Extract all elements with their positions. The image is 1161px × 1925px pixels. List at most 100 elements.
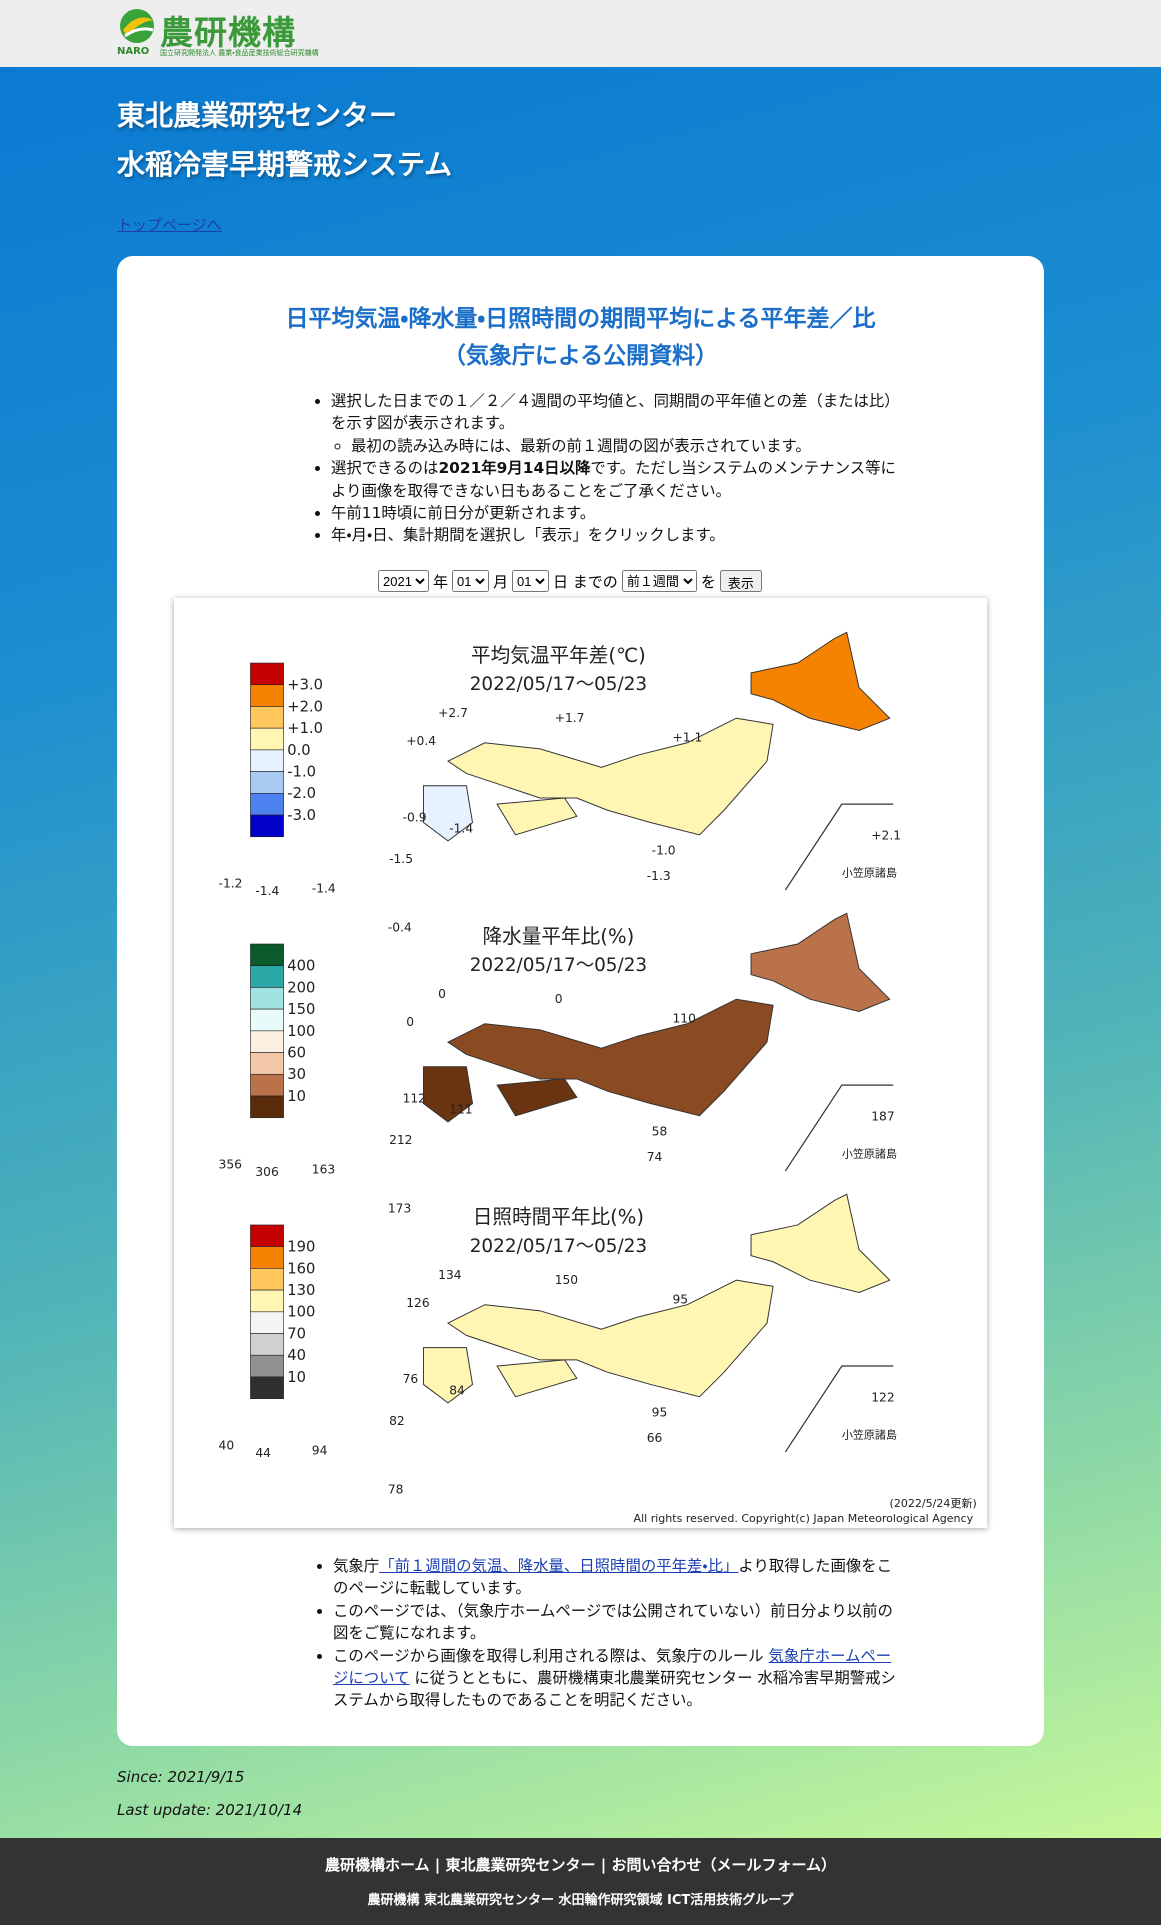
- map-value-label: +0.4: [406, 734, 436, 748]
- jma-link[interactable]: 「前１週間の気温、降水量、日照時間の平年差・比」: [379, 1557, 739, 1575]
- date-form: 2021 年 01 月 01 日 までの 前１週間 を 表示: [378, 570, 762, 592]
- map-value-label: 94: [312, 1443, 328, 1457]
- map-value-label: -1.4: [449, 821, 473, 835]
- card-title: （気象庁による公開資料）: [442, 343, 719, 369]
- map-value-label: +2.1: [871, 829, 901, 843]
- map-value-label: +2.7: [438, 706, 468, 720]
- legend-swatch: [250, 1289, 284, 1313]
- legend-label: 10: [287, 1088, 306, 1105]
- legend-swatch: [250, 749, 284, 772]
- legend-swatch: [250, 1052, 284, 1075]
- map-value-label: 58: [652, 1124, 668, 1138]
- text: 気象庁: [333, 1557, 380, 1575]
- legend-swatch: [250, 1073, 284, 1097]
- map-value-label: 74: [647, 1150, 663, 1164]
- legend-swatch: [250, 1030, 284, 1053]
- jma-link[interactable]: 気象庁ホームページについて: [333, 1646, 892, 1688]
- panel-title: 平均気温平年差(℃): [471, 644, 646, 667]
- footer-org: 農研機構 東北農業研究センター 水田輪作研究領域 ICT活用技術グループ: [367, 1893, 794, 1908]
- month-select[interactable]: 01: [452, 570, 490, 592]
- map-value-label: 40: [219, 1438, 235, 1452]
- map-figure: 平均気温平年差(℃) 2022/05/17～05/23 +3.0 +2.0 +1.0 0.…: [219, 631, 977, 1525]
- map-value-label: 66: [647, 1431, 663, 1445]
- legend-label: 190: [287, 1239, 315, 1256]
- map-value-label: 150: [555, 1273, 578, 1287]
- legend-label: 70: [287, 1325, 306, 1342]
- top-link[interactable]: トップページへ: [117, 216, 222, 234]
- map-value-label: 306: [255, 1165, 279, 1179]
- period-select[interactable]: 前１週間: [621, 570, 697, 592]
- bold-text: 2021年9月14日以降: [438, 459, 591, 478]
- legend-label: 150: [287, 1001, 315, 1018]
- separator: |: [434, 1856, 441, 1874]
- map-value-label: +1.7: [555, 711, 585, 725]
- logo-sub: 国立研究開発法人 農業・食品産業技術総合研究機構: [160, 49, 319, 57]
- day-select[interactable]: 01: [512, 570, 550, 592]
- text: です。ただし当システムのメンテナンス等により画像を取得できない日もあることをご了…: [331, 459, 896, 500]
- separator: |: [600, 1856, 607, 1874]
- intro-item: 選択した日までの１／２／４週間の平均値と、同期間の平年値との差（または比）を示す…: [331, 390, 896, 457]
- map-value-label: 76: [403, 1372, 419, 1386]
- legend-label: 10: [287, 1369, 306, 1386]
- legend-label: +1.0: [287, 720, 323, 737]
- year-select[interactable]: 2021: [378, 570, 429, 592]
- map-value-label: 111: [449, 1102, 472, 1116]
- land-region: [447, 1279, 774, 1398]
- footer-link[interactable]: お問い合わせ（メールフォーム）: [611, 1856, 837, 1874]
- logo-text[interactable]: 農研機構: [160, 13, 296, 52]
- legend-label: +2.0: [287, 698, 323, 715]
- legend-swatch: [250, 814, 284, 838]
- land-region: [496, 1078, 578, 1117]
- text: より取得した画像をこのページに転載しています。: [333, 1557, 893, 1598]
- legend-swatch: [250, 1333, 284, 1356]
- footer-link[interactable]: 農研機構ホーム: [324, 1856, 430, 1874]
- map-value-label: 78: [388, 1483, 404, 1497]
- note-item: このページでは、（気象庁ホームページでは公開されていない）前日分より以前の図をご…: [333, 1600, 898, 1645]
- land-region: [750, 1193, 891, 1293]
- legend-swatch: [250, 662, 284, 686]
- update-note: (2022/5/24更新): [890, 1497, 977, 1510]
- legend-label: 100: [287, 1304, 315, 1321]
- footer-link[interactable]: 東北農業研究センター: [445, 1856, 596, 1874]
- land-region: [422, 785, 474, 842]
- map-value-label: 84: [449, 1383, 465, 1397]
- panel-date: 2022/05/17～05/23: [470, 1236, 647, 1257]
- legend-swatch: [250, 987, 284, 1010]
- notes-list: 気象庁「前１週間の気温、降水量、日照時間の平年差・比」より取得した画像をこのペー…: [313, 1555, 898, 1712]
- legend-label: 130: [287, 1282, 315, 1299]
- legend-label: 40: [287, 1347, 306, 1364]
- legend-swatch: [250, 793, 284, 816]
- map-image: 平均気温平年差(℃) 2022/05/17～05/23 +3.0 +2.0 +1.0 0.…: [174, 598, 987, 1528]
- map-value-label: 122: [871, 1391, 894, 1405]
- unit: 月: [493, 572, 509, 591]
- intro-item: 年・月・日、集計期間を選択し「表示」をクリックします。: [331, 524, 896, 546]
- map-value-label: -1.3: [647, 869, 671, 883]
- intro-sub-item: 最初の読み込み時には、最新の前１週間の図が表示されています。: [351, 435, 896, 457]
- legend-swatch: [250, 1311, 284, 1334]
- legend-label: 200: [287, 979, 315, 996]
- legend-swatch: [250, 1095, 284, 1119]
- legend-swatch: [250, 771, 284, 794]
- show-button[interactable]: 表示: [719, 570, 762, 592]
- legend-label: 160: [287, 1260, 315, 1277]
- footer: 農研機構ホーム | 東北農業研究センター | お問い合わせ（メールフォーム） 農…: [0, 1838, 1161, 1925]
- legend-swatch: [250, 684, 284, 707]
- site-title: 東北農業研究センター: [117, 99, 398, 132]
- panel-date: 2022/05/17～05/23: [470, 674, 647, 695]
- map-value-label: 0: [555, 992, 563, 1006]
- panel-title: 降水量平年比(%): [483, 925, 635, 948]
- legend-label: +3.0: [287, 677, 323, 694]
- legend-label: -2.0: [287, 785, 316, 802]
- panel-date: 2022/05/17～05/23: [470, 955, 647, 976]
- legend-label: 30: [287, 1066, 306, 1083]
- map-value-label: 44: [255, 1446, 271, 1460]
- unit: 日 までの: [553, 572, 618, 591]
- text: 選択した日までの１／２／４週間の平均値と、同期間の平年値との差（または比）を示す…: [331, 392, 892, 433]
- legend-swatch: [250, 965, 284, 988]
- legend-swatch: [250, 1376, 284, 1399]
- inset-frame: [784, 1365, 894, 1453]
- land-region: [496, 797, 578, 836]
- map-value-label: 212: [389, 1133, 412, 1147]
- inset-frame: [784, 803, 894, 891]
